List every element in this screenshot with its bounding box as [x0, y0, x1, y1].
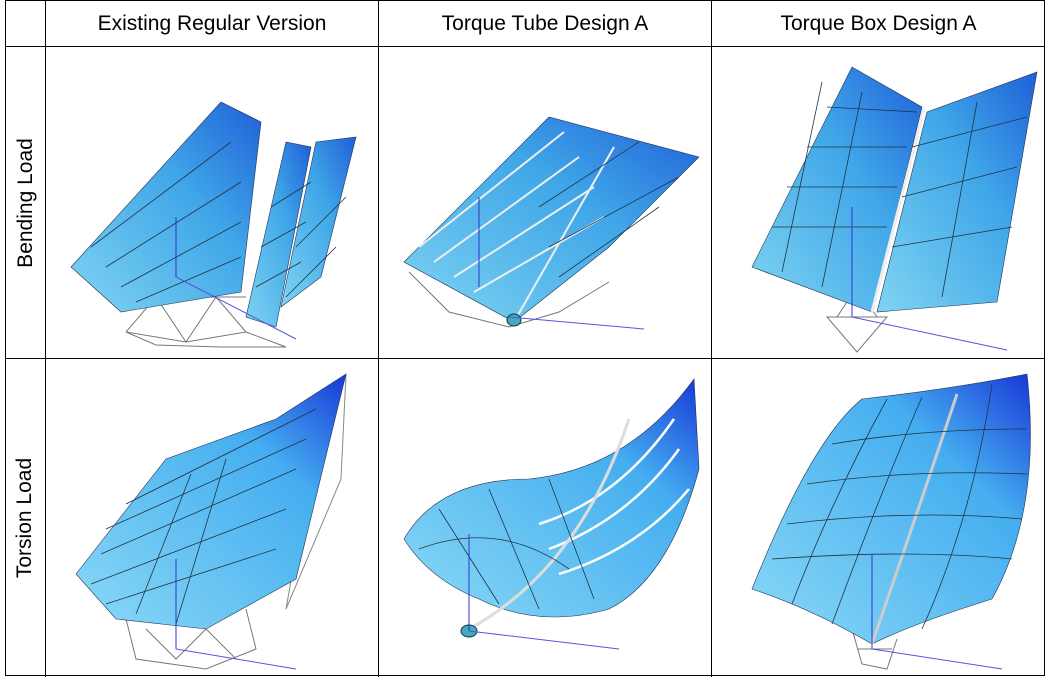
column-header: Torque Box Design A	[712, 1, 1045, 47]
row-header: Torsion Load	[6, 359, 46, 677]
image-cell	[379, 359, 712, 677]
column-header: Torque Tube Design A	[379, 1, 712, 47]
image-cell	[712, 47, 1045, 359]
row-label: Torsion Load	[14, 458, 38, 578]
fea-image	[46, 47, 379, 359]
column-header: Existing Regular Version	[46, 1, 379, 47]
image-cell	[712, 359, 1045, 677]
fea-image	[712, 359, 1045, 677]
image-cell	[46, 47, 379, 359]
row-header: Bending Load	[6, 47, 46, 359]
fea-image	[46, 359, 379, 677]
corner-cell	[6, 1, 46, 47]
image-cell	[46, 359, 379, 677]
row-label: Bending Load	[14, 138, 38, 268]
figure-table: Existing Regular Version Torque Tube Des…	[5, 0, 1045, 676]
fea-image	[379, 359, 712, 677]
image-cell	[379, 47, 712, 359]
fea-image	[712, 47, 1045, 359]
fea-image	[379, 47, 712, 359]
